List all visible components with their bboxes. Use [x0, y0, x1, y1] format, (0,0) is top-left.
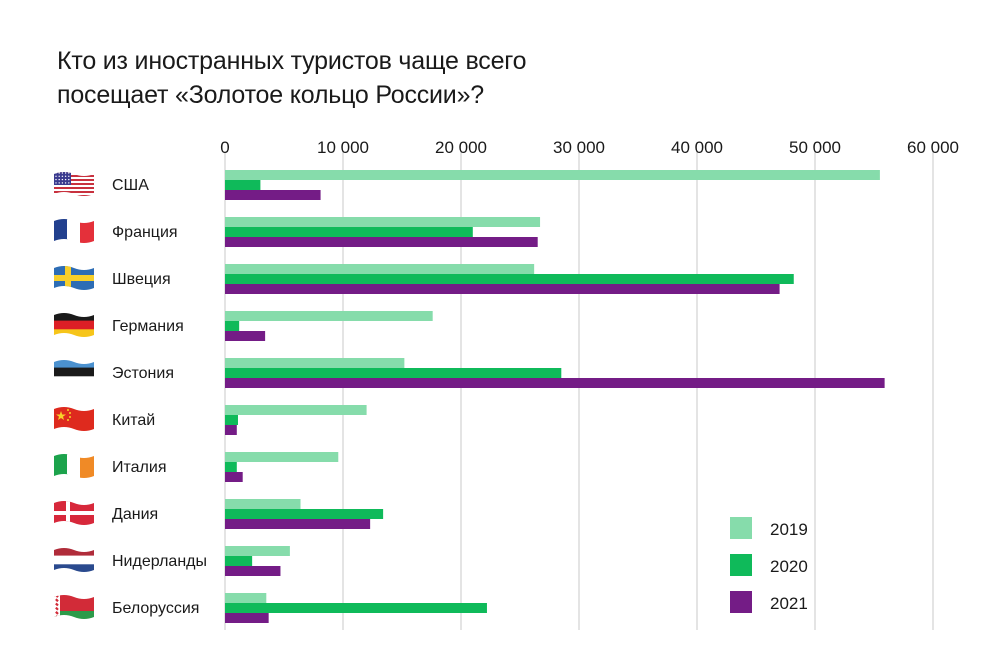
legend: 2019 2020 2021	[730, 517, 808, 613]
category-label: Германия	[112, 318, 184, 335]
legend-swatch-2020	[730, 554, 752, 576]
bar-2020	[225, 603, 487, 613]
x-tick-label: 0	[220, 138, 229, 157]
x-tick-label: 30 000	[553, 138, 605, 157]
legend-label-2019: 2019	[770, 520, 808, 539]
netherlands-flag-icon	[54, 548, 94, 572]
category-label: Франция	[112, 224, 178, 241]
bar-2019	[225, 311, 433, 321]
bar-2019	[225, 358, 405, 368]
bar-2019	[225, 593, 267, 603]
legend-swatch-2019	[730, 517, 752, 539]
bar-2020	[225, 227, 473, 237]
france-flag-icon	[54, 219, 94, 243]
bar-2020	[225, 321, 240, 331]
bar-2020	[225, 415, 238, 425]
bar-2020	[225, 180, 261, 190]
x-axis-ticks: 0 10 000 20 000 30 000 40 000 50 000 60 000	[220, 138, 959, 157]
bar-2020	[225, 509, 384, 519]
legend-label-2021: 2021	[770, 594, 808, 613]
sweden-flag-icon	[54, 266, 94, 290]
category-label: Китай	[112, 412, 155, 429]
belarus-flag-icon	[54, 595, 94, 619]
category-label: Дания	[112, 506, 158, 523]
italy-flag-icon	[54, 454, 94, 478]
china-flag-icon	[54, 407, 94, 431]
category-label: Швеция	[112, 271, 171, 288]
germany-flag-icon	[54, 313, 94, 337]
bar-2021	[225, 284, 780, 294]
bar-2021	[225, 566, 281, 576]
usa-flag-icon	[54, 172, 94, 196]
bar-2021	[225, 190, 321, 200]
estonia-flag-icon	[54, 360, 94, 384]
chart-title-line-1: Кто из иностранных туристов чаще всего	[57, 47, 527, 75]
bar-2019	[225, 452, 339, 462]
bar-2021	[225, 425, 237, 435]
chart-title: Кто из иностранных туристов чаще всего п…	[57, 44, 527, 112]
category-label: Нидерланды	[112, 553, 207, 570]
category-label: Белоруссия	[112, 600, 199, 617]
bar-2021	[225, 472, 243, 482]
denmark-flag-icon	[54, 501, 94, 525]
bar-2021	[225, 378, 885, 388]
category-label: США	[112, 177, 149, 194]
bar-2019	[225, 217, 541, 227]
category-label: Италия	[112, 459, 166, 476]
bar-2019	[225, 170, 880, 180]
x-tick-label: 40 000	[671, 138, 723, 157]
category-labels: США Франция Швеция Германия Эстония Китай Итал…	[112, 177, 207, 617]
chart-title-line-2: посещает «Золотое кольцо России»?	[57, 81, 484, 109]
bar-2019	[225, 405, 367, 415]
bar-2021	[225, 237, 538, 247]
category-label: Эстония	[112, 365, 174, 382]
bar-2020	[225, 556, 253, 566]
x-tick-label: 60 000	[907, 138, 959, 157]
bar-2021	[225, 519, 371, 529]
bar-2020	[225, 368, 562, 378]
bar-2019	[225, 546, 290, 556]
legend-label-2020: 2020	[770, 557, 808, 576]
bar-2019	[225, 499, 301, 509]
bar-2019	[225, 264, 535, 274]
x-tick-label: 20 000	[435, 138, 487, 157]
bar-2021	[225, 331, 266, 341]
bar-2020	[225, 462, 237, 472]
x-tick-label: 10 000	[317, 138, 369, 157]
flags	[54, 172, 94, 619]
legend-swatch-2021	[730, 591, 752, 613]
x-tick-label: 50 000	[789, 138, 841, 157]
bar-2021	[225, 613, 269, 623]
bar-2020	[225, 274, 794, 284]
bars	[225, 170, 885, 623]
